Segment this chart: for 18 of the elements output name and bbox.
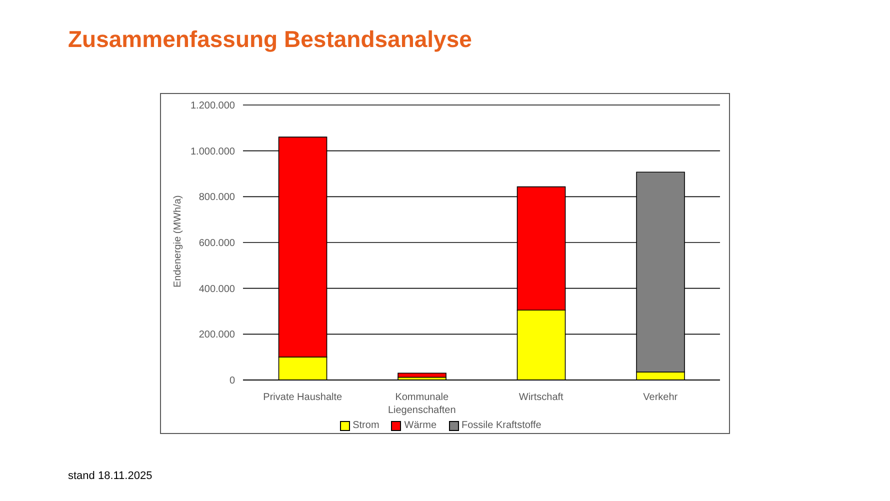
x-tick-label: Wirtschaft (518, 392, 564, 403)
y-tick-label: 800.000 (198, 192, 236, 204)
y-tick-label: 200.000 (198, 330, 236, 341)
legend-label: Wärme (403, 420, 437, 431)
legend-label: Fossile Kraftstoffe (460, 420, 542, 431)
chart-title: Zusammenfassung Bestandsanalyse (68, 26, 472, 53)
x-tick-label: Private Haushalte (263, 392, 343, 403)
x-tick-label: Verkehr (643, 392, 678, 403)
y-axis-title: Endenergie (MWh/a) (172, 195, 184, 288)
y-tick-label: 1.200.000 (190, 100, 236, 112)
text: stand 18.11.2025 (68, 470, 152, 482)
y-tick-label: 600.000 (198, 238, 236, 250)
bar (398, 372, 446, 378)
y-tick-label: 1.000.000 (190, 146, 236, 158)
y-tick-label: 0 (229, 376, 236, 387)
legend-label: Strom (352, 420, 380, 431)
y-tick-label: 400.000 (198, 284, 236, 295)
x-tick-label: Kommunale Liegenschaften (388, 392, 456, 416)
